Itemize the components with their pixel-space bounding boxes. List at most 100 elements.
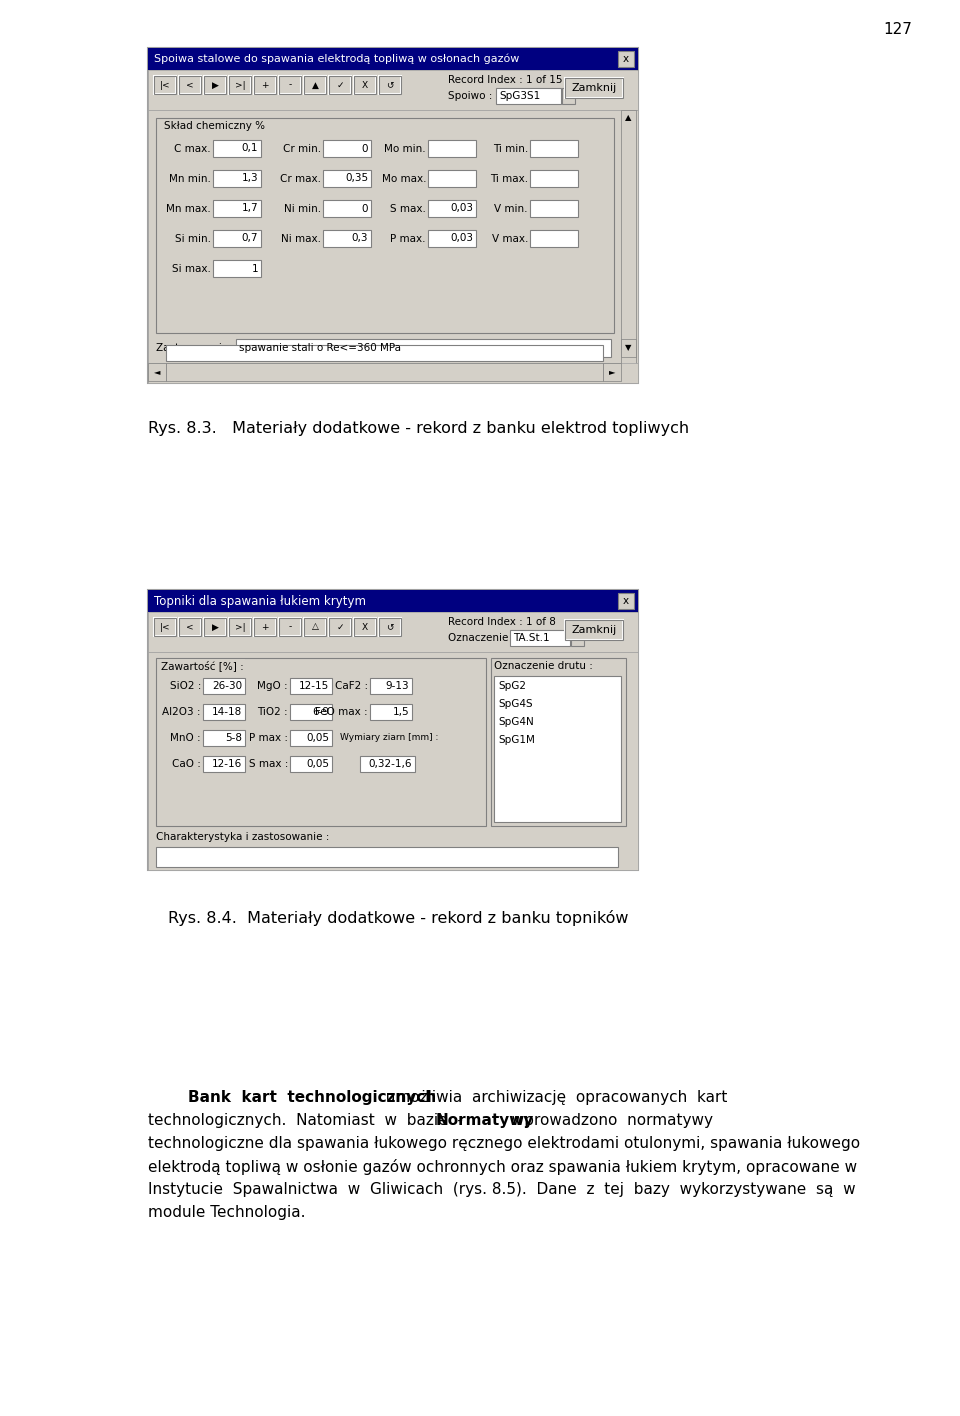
Text: ◄: ◄ — [154, 368, 160, 377]
Text: >|: >| — [234, 623, 246, 632]
Text: △: △ — [312, 623, 319, 632]
Text: Mn max.: Mn max. — [166, 204, 211, 214]
Text: 127: 127 — [883, 23, 912, 37]
Bar — [496, 88, 561, 103]
Bar — [148, 110, 638, 382]
Text: elektrodą topliwą w osłonie gazów ochronnych oraz spawania łukiem krytym, opraco: elektrodą topliwą w osłonie gazów ochron… — [148, 1160, 857, 1175]
Bar — [323, 170, 371, 187]
Text: Zamknij: Zamknij — [571, 624, 616, 634]
Bar — [213, 261, 261, 278]
Text: ↺: ↺ — [386, 81, 394, 89]
Text: ▼: ▼ — [625, 344, 632, 353]
Bar — [379, 76, 401, 93]
Bar — [204, 617, 226, 636]
Bar — [204, 76, 226, 93]
Bar — [323, 200, 371, 217]
Bar — [428, 170, 476, 187]
Bar — [154, 617, 176, 636]
Text: Record Index : 1 of 8: Record Index : 1 of 8 — [448, 617, 556, 627]
Text: 1,7: 1,7 — [241, 204, 258, 214]
Bar — [621, 338, 636, 357]
Bar — [530, 170, 578, 187]
Bar — [379, 76, 401, 93]
Text: -: - — [288, 81, 292, 89]
Bar — [166, 346, 603, 361]
Bar — [179, 76, 201, 93]
Bar — [530, 140, 578, 157]
Bar — [354, 617, 376, 636]
Text: 6-9: 6-9 — [312, 707, 329, 716]
Bar — [156, 118, 614, 333]
Bar — [304, 76, 326, 93]
Text: S max :: S max : — [249, 759, 288, 769]
Text: ▲: ▲ — [625, 113, 632, 123]
Bar — [148, 69, 638, 110]
Text: TA.St.1: TA.St.1 — [513, 633, 550, 643]
Bar — [510, 630, 570, 646]
Text: +: + — [261, 623, 269, 632]
Bar — [565, 620, 623, 640]
Text: Wymiary ziarn [mm] :: Wymiary ziarn [mm] : — [340, 733, 439, 742]
Text: X: X — [362, 81, 368, 89]
Bar — [154, 76, 176, 93]
Text: Cr min.: Cr min. — [283, 143, 321, 153]
Bar — [329, 617, 351, 636]
Bar — [354, 617, 376, 636]
Text: Ti max.: Ti max. — [490, 174, 528, 184]
Text: MnO :: MnO : — [170, 733, 201, 743]
Text: Mo max.: Mo max. — [381, 174, 426, 184]
Text: Record Index : 1 of 15: Record Index : 1 of 15 — [448, 75, 563, 85]
Bar — [213, 200, 261, 217]
Text: SpG4N: SpG4N — [498, 716, 534, 726]
Text: ▶: ▶ — [211, 81, 219, 89]
Text: umożliwia  archiwizację  opracowanych  kart: umożliwia archiwizację opracowanych kart — [376, 1090, 728, 1104]
Text: CaF2 :: CaF2 : — [335, 681, 368, 691]
Text: V max.: V max. — [492, 234, 528, 244]
Text: 0,05: 0,05 — [306, 733, 329, 743]
Bar — [428, 140, 476, 157]
Bar — [565, 620, 623, 640]
Text: Ti min.: Ti min. — [492, 143, 528, 153]
Bar — [148, 362, 166, 381]
Text: technologiczne dla spawania łukowego ręcznego elektrodami otulonymi, spawania łu: technologiczne dla spawania łukowego ręc… — [148, 1136, 860, 1151]
Bar — [203, 731, 245, 746]
Text: Zamknij: Zamknij — [571, 84, 616, 93]
Bar — [428, 200, 476, 217]
Bar — [618, 51, 634, 67]
Bar — [229, 76, 251, 93]
Bar — [148, 612, 638, 651]
Bar — [370, 678, 412, 694]
Text: technologicznych.  Natomiast  w  bazie  -: technologicznych. Natomiast w bazie - — [148, 1113, 472, 1129]
Text: ▲: ▲ — [312, 81, 319, 89]
Text: Oznaczenie :: Oznaczenie : — [448, 633, 516, 643]
Text: 1,3: 1,3 — [241, 174, 258, 184]
Bar — [571, 630, 584, 646]
Text: 0,7: 0,7 — [242, 234, 258, 244]
Text: |<: |< — [159, 81, 170, 89]
Bar — [156, 847, 618, 867]
Text: 0: 0 — [362, 143, 368, 153]
Text: Charakterystyka i zastosowanie :: Charakterystyka i zastosowanie : — [156, 833, 329, 843]
Bar — [279, 76, 301, 93]
Text: module Technologia.: module Technologia. — [148, 1205, 305, 1221]
Bar — [213, 229, 261, 246]
Bar — [148, 590, 638, 869]
Text: TiO2 :: TiO2 : — [257, 707, 288, 716]
Text: Skład chemiczny %: Skład chemiczny % — [164, 120, 265, 132]
Bar — [254, 76, 276, 93]
Bar — [213, 170, 261, 187]
Text: Normatywy: Normatywy — [436, 1113, 535, 1129]
Text: <: < — [186, 81, 194, 89]
Text: Spoiwa stalowe do spawania elektrodą topliwą w osłonach gazów: Spoiwa stalowe do spawania elektrodą top… — [154, 54, 519, 64]
Bar — [304, 617, 326, 636]
Bar — [236, 338, 611, 357]
Text: P max :: P max : — [249, 733, 288, 743]
Text: Spoiwo :: Spoiwo : — [448, 91, 492, 101]
Bar — [290, 678, 332, 694]
Text: ↺: ↺ — [386, 623, 394, 632]
Bar — [329, 76, 351, 93]
Text: ►: ► — [609, 368, 615, 377]
Bar — [603, 362, 621, 381]
Bar — [148, 48, 638, 382]
Bar — [304, 76, 326, 93]
